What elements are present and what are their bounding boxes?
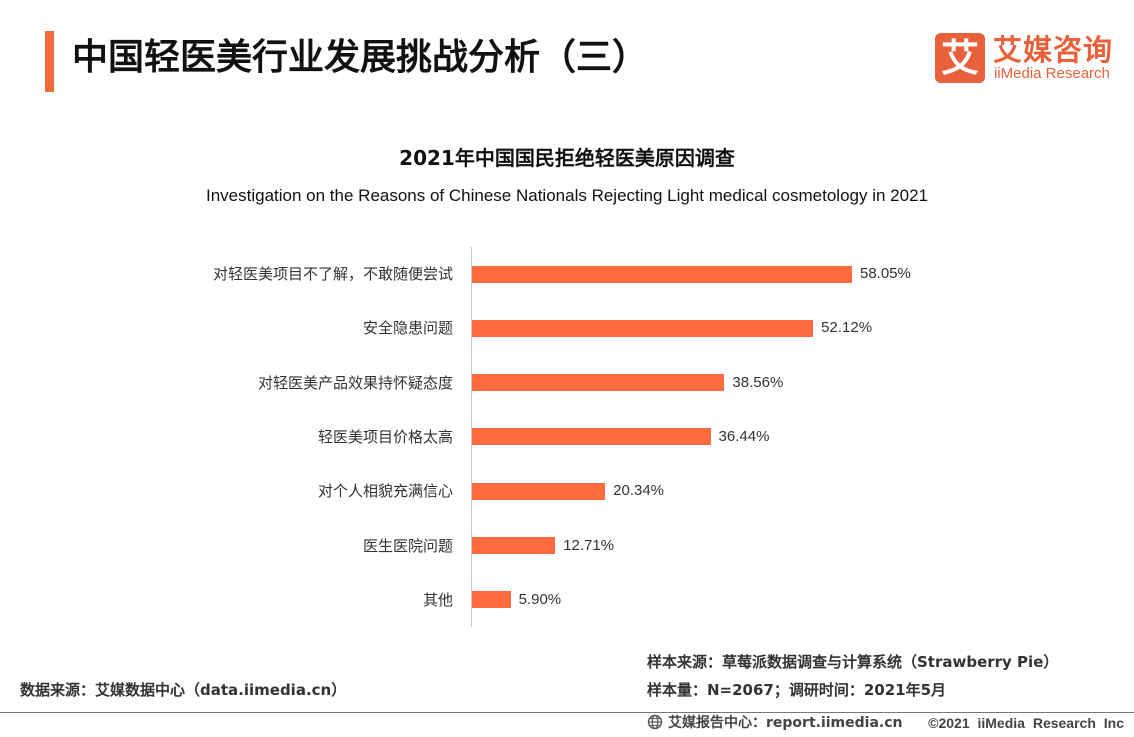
sample-size: 样本量：N=2067；调研时间：2021年5月 xyxy=(647,681,947,699)
chart-title: 2021年中国国民拒绝轻医美原因调查 xyxy=(399,146,735,170)
category-label: 对个人相貌充满信心 xyxy=(317,482,453,501)
data-label: 38.56% xyxy=(732,373,784,391)
category-label: 对轻医美产品效果持怀疑态度 xyxy=(257,373,453,392)
category-label: 对轻医美项目不了解，不敢随便尝试 xyxy=(212,265,453,283)
data-label: 36.44% xyxy=(718,427,770,445)
data-label: 58.05% xyxy=(859,265,911,282)
category-label: 轻医美项目价格太高 xyxy=(317,427,453,446)
logo-name-cn: 艾媒咨询 xyxy=(993,33,1114,67)
globe-icon xyxy=(647,714,663,730)
category-label: 安全隐患问题 xyxy=(362,319,453,338)
data-label: 5.90% xyxy=(518,590,562,608)
bar xyxy=(472,428,711,446)
category-label: 其他 xyxy=(422,590,453,609)
sample-source: 样本来源：草莓派数据调查与计算系统（Strawberry Pie） xyxy=(647,653,1059,671)
page-title: 中国轻医美行业发展挑战分析（三） xyxy=(72,37,649,78)
bar xyxy=(472,374,725,392)
data-label: 12.71% xyxy=(563,536,615,554)
logo-icon: 艾 xyxy=(935,33,985,83)
data-label: 20.34% xyxy=(613,482,665,500)
bar xyxy=(472,537,556,554)
category-label: 医生医院问题 xyxy=(362,536,453,555)
logo-name-en: iiMedia Research xyxy=(994,65,1110,82)
category-axis-line xyxy=(471,247,472,627)
data-source: 数据来源：艾媒数据中心（data.iimedia.cn） xyxy=(20,681,347,699)
title-accent-bar xyxy=(45,31,54,92)
bar xyxy=(472,319,814,337)
chart-subtitle: Investigation on the Reasons of Chinese … xyxy=(206,186,928,205)
report-center-link: 艾媒报告中心：report.iimedia.cn xyxy=(668,715,903,731)
data-label: 52.12% xyxy=(821,319,873,337)
footer-divider xyxy=(0,712,1134,713)
bar xyxy=(472,591,511,609)
copyright: ©2021 iiMedia Research Inc xyxy=(928,715,1124,731)
bar xyxy=(472,265,852,283)
bar xyxy=(472,482,606,500)
